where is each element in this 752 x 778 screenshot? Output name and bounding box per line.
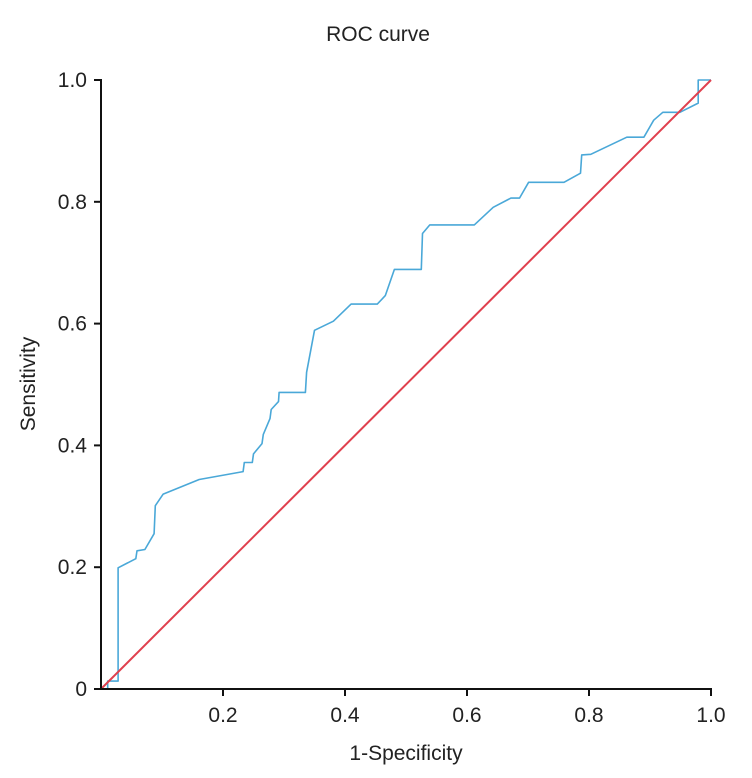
y-tick-label: 0.8 — [58, 191, 87, 214]
x-tick-label: 0.2 — [208, 704, 237, 727]
x-tick-label: 0.8 — [574, 704, 603, 727]
x-tick-label: 0.4 — [330, 704, 360, 727]
x-axis: 0.2 0.4 0.6 0.8 1.0 — [100, 688, 726, 727]
y-axis-title: Sensitivity — [17, 336, 40, 431]
reference-diagonal-line — [100, 79, 712, 690]
y-tick-label: 0.6 — [58, 313, 87, 336]
y-tick-label: 1.0 — [58, 69, 87, 92]
x-axis-title: 1-Specificity — [349, 742, 463, 765]
y-tick-label: 0 — [75, 678, 87, 701]
y-axis: 0 0.2 0.4 0.6 0.8 1.0 — [58, 69, 102, 701]
roc-curve-line — [101, 79, 711, 690]
x-tick-label: 0.6 — [452, 704, 481, 727]
y-tick-label: 0.2 — [58, 556, 87, 579]
y-tick-label: 0.4 — [58, 434, 88, 457]
chart-title: ROC curve — [326, 23, 430, 46]
x-tick-label: 1.0 — [696, 704, 725, 727]
plot-area — [100, 79, 712, 690]
